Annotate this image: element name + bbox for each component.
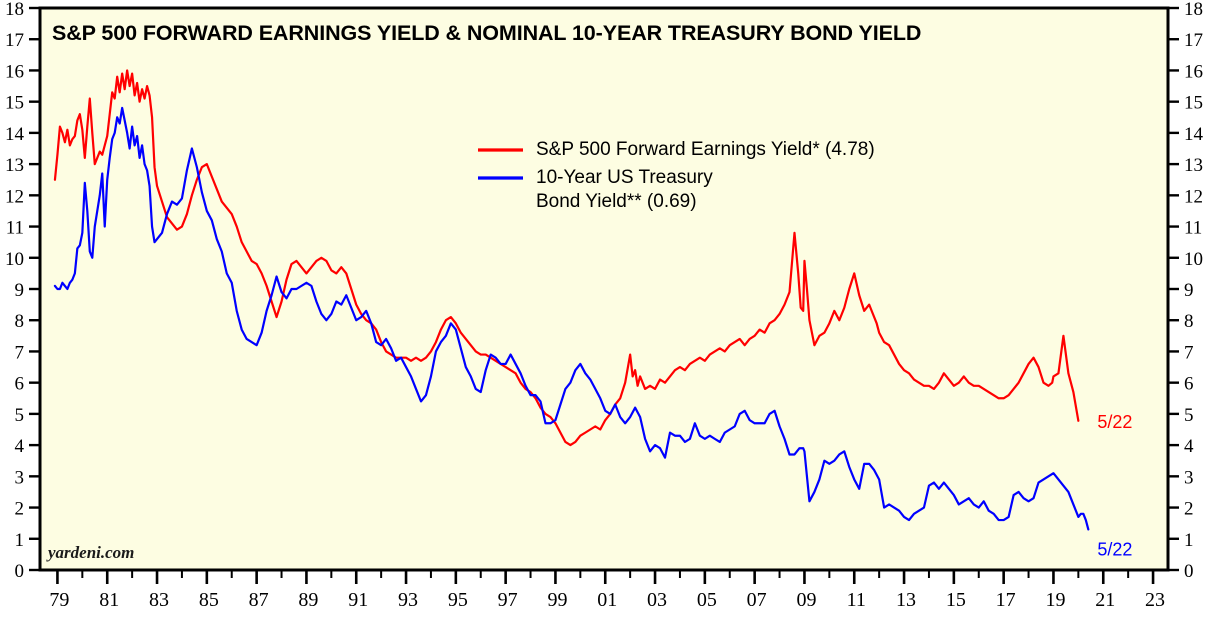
legend-label: S&P 500 Forward Earnings Yield* (4.78) (536, 139, 875, 160)
x-tick-label: 09 (796, 589, 816, 611)
y-tick-label-left: 17 (5, 30, 24, 51)
watermark-label: yardeni.com (46, 543, 134, 562)
y-tick-label-right: 2 (1184, 499, 1194, 520)
y-tick-label-left: 16 (5, 61, 24, 82)
y-tick-label-right: 12 (1184, 186, 1203, 207)
x-tick-label: 15 (946, 589, 966, 611)
y-tick-label-right: 0 (1184, 561, 1194, 582)
endpoint-label-red: 5/22 (1097, 412, 1132, 432)
y-tick-label-right: 5 (1184, 405, 1194, 426)
x-tick-label: 85 (199, 589, 219, 611)
y-tick-label-left: 12 (5, 186, 24, 207)
y-tick-label-left: 0 (15, 561, 25, 582)
x-tick-label: 93 (398, 589, 418, 611)
y-tick-label-left: 8 (15, 311, 25, 332)
chart-legend: S&P 500 Forward Earnings Yield* (4.78) 10… (478, 139, 875, 212)
y-tick-label-right: 16 (1184, 61, 1203, 82)
page-title: S&P 500 FORWARD EARNINGS YIELD & NOMINAL… (52, 21, 921, 45)
y-tick-label-left: 4 (15, 436, 25, 457)
y-tick-label-left: 14 (5, 124, 25, 145)
y-tick-label-left: 10 (5, 249, 24, 270)
x-tick-label: 17 (996, 589, 1016, 611)
x-tick-label: 13 (896, 589, 916, 611)
x-tick-label: 79 (49, 589, 69, 611)
y-tick-label-left: 6 (15, 374, 25, 395)
y-tick-label-left: 3 (15, 467, 25, 488)
x-tick-label: 83 (149, 589, 169, 611)
x-tick-label: 97 (498, 589, 518, 611)
plot-area-background (40, 8, 1168, 570)
y-tick-label-right: 18 (1184, 0, 1203, 20)
plot-frame (38, 6, 1170, 572)
line-sp500-forward-earnings-yield (53, 69, 1080, 447)
endpoint-labels: 5/22 5/22 (1097, 412, 1132, 560)
y-tick-label-right: 1 (1184, 530, 1194, 551)
x-tick-label: 05 (697, 589, 717, 611)
line-treasury-10y-yield (53, 106, 1090, 531)
y-tick-label-right: 8 (1184, 311, 1194, 332)
x-tick-label: 19 (1045, 589, 1065, 611)
x-tick-label: 03 (647, 589, 667, 611)
x-tick-label: 11 (847, 589, 866, 611)
x-tick-label: 95 (448, 589, 468, 611)
x-tick-label: 91 (348, 589, 368, 611)
x-tick-label: 07 (747, 589, 767, 611)
y-tick-label-right: 9 (1184, 280, 1194, 301)
legend-label: 10-Year US Treasury (536, 167, 713, 188)
x-tick-label: 99 (547, 589, 567, 611)
y-tick-label-left: 7 (15, 342, 25, 363)
y-tick-label-left: 9 (15, 280, 25, 301)
y-tick-label-left: 11 (6, 218, 24, 239)
y-tick-label-right: 4 (1184, 436, 1194, 457)
y-tick-label-right: 13 (1184, 155, 1203, 176)
x-tick-label: 87 (249, 589, 269, 611)
y-tick-label-right: 6 (1184, 374, 1194, 395)
y-tick-label-right: 14 (1184, 124, 1204, 145)
y-tick-label-right: 17 (1184, 30, 1203, 51)
x-tick-label: 89 (298, 589, 318, 611)
y-tick-label-right: 15 (1184, 93, 1203, 114)
x-tick-label: 23 (1145, 589, 1165, 611)
y-tick-label-left: 13 (5, 155, 24, 176)
series-lines (53, 69, 1090, 531)
x-tick-label: 81 (99, 589, 119, 611)
endpoint-label-blue: 5/22 (1097, 539, 1132, 559)
y-tick-label-right: 7 (1184, 342, 1194, 363)
y-tick-label-left: 5 (15, 405, 25, 426)
y-tick-label-left: 2 (15, 499, 25, 520)
y-tick-label-right: 11 (1184, 218, 1202, 239)
y-tick-label-right: 10 (1184, 249, 1203, 270)
x-tick-label: 21 (1095, 589, 1115, 611)
legend-label-line2: Bond Yield** (0.69) (536, 191, 697, 212)
x-tick-label: 01 (597, 589, 617, 611)
y-tick-label-right: 3 (1184, 467, 1194, 488)
x-axis: 79 81 83 85 87 89 91 93 95 97 99 01 03 05 07 09 11 13 15 17… (49, 570, 1165, 611)
y-tick-label-left: 18 (5, 0, 24, 20)
y-tick-label-left: 15 (5, 93, 24, 114)
y-tick-label-left: 1 (15, 530, 25, 551)
